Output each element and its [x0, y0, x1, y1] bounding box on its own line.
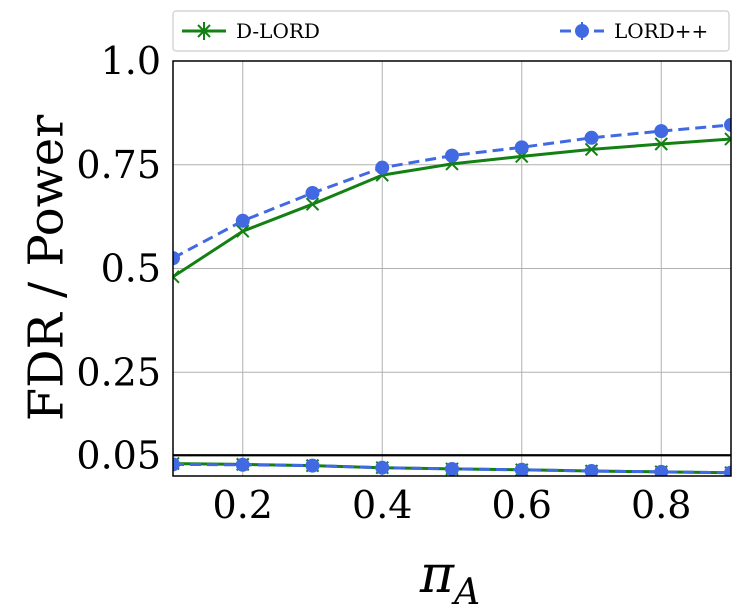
x-tick-label: 0.2: [213, 483, 273, 527]
data-point: [654, 464, 669, 476]
data-point: [173, 251, 180, 266]
data-point: [235, 457, 250, 472]
data-point: [724, 117, 731, 132]
data-point: [445, 148, 459, 163]
data-point: [445, 461, 459, 476]
legend-label: D-LORD: [236, 19, 320, 43]
data-point: [654, 124, 669, 139]
grid: [173, 60, 731, 476]
y-tick-label: 0.25: [76, 350, 161, 394]
data-point: [654, 137, 668, 151]
legend-frame: [172, 10, 730, 52]
data-point: [305, 197, 320, 211]
series-lord--fdr: [173, 457, 731, 476]
y-tick-labels: 0.05 0.25 0.5 0.75 1.0: [76, 39, 161, 477]
data-point: [584, 142, 599, 157]
y-tick-label: 1.0: [101, 39, 161, 83]
data-point: [305, 458, 320, 473]
legend-item: D-LORD: [182, 19, 320, 43]
x-tick-label: 0.8: [631, 483, 691, 527]
data-point: [236, 224, 250, 238]
series-d-lord-power: [173, 132, 731, 284]
plot-frame: [172, 60, 732, 477]
legend-marker: [575, 24, 589, 38]
series-layer: [173, 117, 731, 476]
data-point: [173, 457, 180, 472]
y-axis-label: FDR / Power: [19, 115, 75, 421]
data-point: [305, 185, 320, 200]
data-point: [235, 213, 250, 228]
data-point: [514, 462, 529, 476]
data-point: [724, 465, 731, 476]
data-point: [514, 140, 529, 155]
data-point: [584, 130, 599, 145]
legend-label: LORD++: [614, 19, 708, 43]
x-tick-label: 0.6: [492, 483, 552, 527]
data-point: [375, 460, 390, 475]
data-point: [375, 160, 390, 175]
x-tick-labels: 0.2 0.4 0.6 0.8: [213, 483, 692, 527]
data-point: [724, 132, 731, 146]
y-tick-label: 0.05: [76, 433, 161, 477]
legend-item: LORD++: [560, 19, 708, 43]
data-point: [173, 270, 180, 284]
legend: D-LORD LORD++: [172, 10, 730, 52]
series-lord--power: [173, 117, 731, 266]
x-tick-label: 0.4: [352, 483, 412, 527]
data-point: [584, 464, 599, 476]
y-tick-label: 0.75: [76, 143, 161, 187]
x-axis-label: πA: [419, 545, 480, 612]
y-tick-label: 0.5: [101, 247, 161, 291]
legend-marker: [197, 24, 211, 38]
